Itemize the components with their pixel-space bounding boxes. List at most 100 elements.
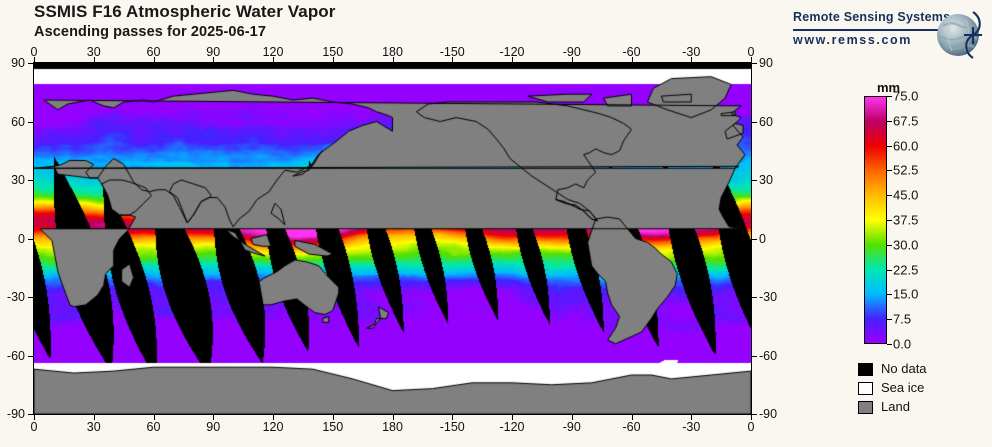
colorbar-tick-label: 67.5 <box>893 113 919 129</box>
x-tick-mark-bottom <box>691 415 693 420</box>
y-tick-label-left: 30 <box>11 173 25 187</box>
x-tick-label-bottom: -60 <box>622 420 641 434</box>
legend-label: No data <box>881 361 927 376</box>
colorbar-tick-label: 0.0 <box>893 336 912 352</box>
x-tick-label-bottom: 0 <box>747 420 755 434</box>
y-tick-mark-left <box>28 355 33 357</box>
legend-swatch <box>858 363 873 376</box>
x-tick-label-top: 180 <box>382 45 403 59</box>
colorbar-tick-label: 45.0 <box>893 187 919 203</box>
colorbar-tick-mark <box>887 195 892 197</box>
x-tick-mark-top <box>631 57 633 62</box>
y-tick-label-right: 30 <box>759 173 773 187</box>
colorbar-tick-label: 30.0 <box>893 237 919 253</box>
y-tick-label-left: -30 <box>6 290 25 304</box>
x-tick-mark-top <box>392 57 394 62</box>
colorbar-tick-mark <box>887 120 892 122</box>
colorbar-gradient <box>865 97 886 343</box>
y-tick-label-left: 0 <box>18 231 25 246</box>
y-tick-mark-right <box>752 297 757 298</box>
colorbar-tick-mark <box>887 96 892 97</box>
legend-item: No data <box>858 360 988 379</box>
x-tick-mark-top <box>213 57 215 62</box>
y-tick-label-right: 90 <box>759 56 773 70</box>
y-tick-label-left: -60 <box>6 348 25 363</box>
x-tick-label-top: 0 <box>747 45 755 59</box>
x-tick-label-bottom: 180 <box>382 420 403 434</box>
x-tick-mark-bottom <box>93 415 95 420</box>
x-tick-mark-top <box>332 57 334 62</box>
x-tick-mark-bottom <box>34 415 35 420</box>
x-tick-label-bottom: 0 <box>30 420 38 434</box>
x-tick-label-bottom: 30 <box>86 420 101 434</box>
x-tick-mark-bottom <box>452 415 454 420</box>
colorbar-tick-label: 60.0 <box>893 138 919 154</box>
y-tick-mark-left <box>28 414 33 415</box>
legend-item: Land <box>858 398 988 417</box>
x-tick-label-bottom: -120 <box>499 420 525 434</box>
y-tick-mark-right <box>752 355 757 357</box>
x-tick-label-top: 120 <box>262 45 284 59</box>
x-tick-mark-top <box>93 57 95 62</box>
map-legend: No data Sea ice Land <box>858 360 988 417</box>
page-subtitle: Ascending passes for 2025-06-17 <box>34 24 266 40</box>
x-tick-mark-top <box>34 57 35 62</box>
x-tick-mark-bottom <box>751 415 752 420</box>
y-tick-mark-right <box>752 63 757 64</box>
map-plot-area[interactable] <box>33 62 752 415</box>
globe-icon <box>937 11 982 59</box>
colorbar-tick-mark <box>887 220 892 221</box>
y-tick-label-right: -30 <box>759 290 778 304</box>
x-tick-label-bottom: 120 <box>262 420 284 434</box>
legend-label: Land <box>881 399 910 414</box>
colorbar-tick-label: 37.5 <box>893 212 919 228</box>
x-tick-label-bottom: -150 <box>439 420 465 434</box>
x-tick-mark-top <box>571 57 573 62</box>
y-tick-label-right: 0 <box>759 231 766 246</box>
y-tick-label-left: -90 <box>6 407 25 421</box>
remss-logo[interactable]: Remote Sensing Systems www.remss.com <box>793 8 983 62</box>
y-tick-mark-left <box>28 238 33 240</box>
colorbar-tick-label: 75.0 <box>893 88 919 104</box>
x-tick-label-bottom: -30 <box>682 420 701 434</box>
x-tick-mark-bottom <box>631 415 633 420</box>
y-tick-mark-right <box>752 414 757 415</box>
y-tick-label-left: 90 <box>11 56 25 70</box>
y-tick-label-left: 60 <box>11 114 25 129</box>
y-tick-label-right: 60 <box>759 114 773 129</box>
legend-swatch <box>858 382 873 395</box>
x-tick-label-bottom: 90 <box>206 420 221 434</box>
x-tick-mark-bottom <box>332 415 334 420</box>
colorbar-tick-mark <box>887 244 892 246</box>
x-tick-label-bottom: -90 <box>562 420 581 434</box>
logo-company-name: Remote Sensing Systems <box>793 10 951 24</box>
x-tick-label-top: -90 <box>562 45 581 59</box>
x-tick-mark-bottom <box>512 415 513 420</box>
x-tick-label-top: 60 <box>146 45 161 59</box>
x-tick-label-top: -120 <box>499 45 525 59</box>
x-tick-mark-bottom <box>213 415 215 420</box>
colorbar-tick-label: 52.5 <box>893 162 919 178</box>
x-tick-mark-bottom <box>153 415 155 420</box>
x-tick-mark-top <box>512 57 513 62</box>
y-tick-mark-right <box>752 180 757 181</box>
colorbar-tick-mark <box>887 319 892 321</box>
x-tick-label-top: -30 <box>682 45 701 59</box>
y-tick-mark-right <box>752 121 757 123</box>
y-tick-mark-left <box>28 180 33 181</box>
legend-item: Sea ice <box>858 379 988 398</box>
legend-swatch <box>858 401 873 414</box>
colorbar-tick-label: 15.0 <box>893 286 919 302</box>
x-tick-label-top: -150 <box>439 45 465 59</box>
x-tick-mark-top <box>273 57 274 62</box>
legend-label: Sea ice <box>881 380 925 395</box>
x-tick-label-top: 150 <box>322 45 344 59</box>
x-tick-label-top: 90 <box>206 45 221 59</box>
colorbar-unit-label: mm <box>877 80 901 95</box>
logo-divider <box>793 29 941 31</box>
colorbar-tick-label: 7.5 <box>893 311 912 327</box>
colorbar-tick-mark <box>887 294 892 296</box>
x-tick-mark-top <box>452 57 454 62</box>
y-tick-mark-right <box>752 238 757 240</box>
x-tick-mark-top <box>691 57 693 62</box>
